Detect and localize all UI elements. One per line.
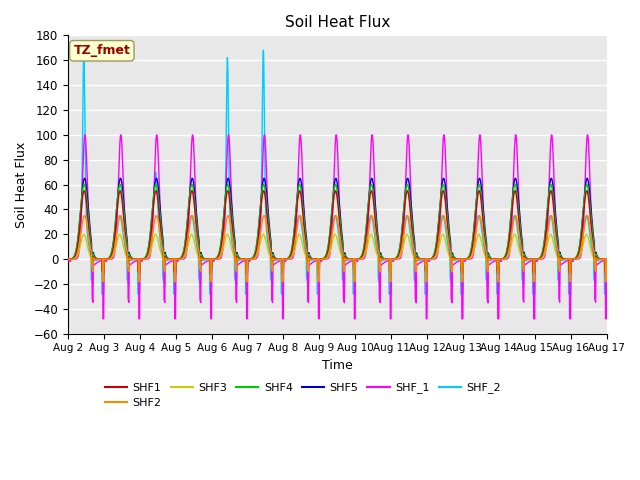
SHF2 [215, 255, 223, 261]
SHF4 [493, 266, 501, 272]
SHF3 [365, 237, 372, 242]
SHF3 [494, 263, 502, 268]
SHF3 [278, 263, 285, 268]
SHF3 [214, 256, 222, 262]
Line: SHF1: SHF1 [68, 191, 607, 272]
Line: SHF_1: SHF_1 [68, 135, 607, 319]
SHF2 [353, 256, 361, 262]
SHF_1 [64, 258, 72, 264]
SHF_2 [570, 256, 578, 262]
SHF4 [603, 256, 611, 262]
SHF3 [556, 259, 563, 265]
SHF4 [511, 181, 519, 187]
SHF5 [365, 195, 372, 201]
SHF_2 [259, 48, 267, 53]
SHF_2 [353, 256, 361, 262]
Title: Soil Heat Flux: Soil Heat Flux [285, 15, 390, 30]
X-axis label: Time: Time [322, 359, 353, 372]
SHF_2 [603, 257, 611, 263]
SHF_2 [365, 222, 372, 228]
SHF4 [365, 201, 372, 207]
SHF4 [565, 266, 573, 272]
SHF_1 [494, 316, 502, 322]
SHF1 [529, 269, 537, 275]
Line: SHF3: SHF3 [68, 234, 607, 265]
SHF5 [494, 271, 502, 277]
SHF1 [214, 254, 222, 260]
SHF_1 [603, 258, 611, 264]
SHF_1 [570, 256, 578, 262]
SHF_2 [64, 257, 72, 263]
SHF5 [243, 271, 250, 277]
SHF5 [214, 252, 222, 258]
SHF4 [570, 256, 578, 262]
SHF2 [188, 213, 196, 218]
SHF_2 [494, 291, 502, 297]
SHF4 [214, 252, 222, 258]
Legend: SHF1, SHF2, SHF3, SHF4, SHF5, SHF_1, SHF_2: SHF1, SHF2, SHF3, SHF4, SHF5, SHF_1, SHF… [100, 378, 506, 412]
SHF2 [494, 278, 502, 284]
SHF_1 [556, 298, 563, 304]
SHF1 [556, 260, 563, 266]
SHF1 [365, 209, 372, 215]
SHF_2 [278, 291, 285, 297]
Y-axis label: Soil Heat Flux: Soil Heat Flux [15, 142, 28, 228]
SHF_2 [214, 255, 222, 261]
Line: SHF4: SHF4 [68, 184, 607, 269]
SHF1 [353, 256, 360, 262]
SHF2 [206, 279, 214, 285]
SHF5 [353, 256, 361, 262]
SHF1 [493, 269, 501, 275]
SHF5 [570, 256, 578, 262]
SHF2 [570, 256, 578, 262]
SHF2 [365, 225, 372, 231]
SHF4 [353, 256, 360, 262]
SHF5 [188, 176, 196, 181]
SHF1 [603, 256, 611, 262]
SHF5 [64, 256, 72, 262]
SHF1 [64, 256, 72, 262]
SHF5 [603, 256, 611, 262]
SHF2 [603, 256, 611, 262]
SHF_1 [365, 216, 372, 222]
SHF3 [259, 231, 267, 237]
Line: SHF5: SHF5 [68, 179, 607, 274]
SHF1 [570, 256, 578, 262]
SHF3 [603, 256, 611, 262]
SHF4 [556, 254, 563, 260]
SHF2 [64, 256, 72, 262]
SHF3 [353, 256, 361, 262]
SHF_1 [458, 316, 466, 322]
SHF5 [556, 256, 563, 262]
Line: SHF2: SHF2 [68, 216, 607, 282]
Line: SHF_2: SHF_2 [68, 50, 607, 294]
SHF3 [570, 256, 578, 262]
SHF4 [64, 256, 72, 262]
SHF2 [556, 268, 563, 274]
SHF_1 [214, 256, 222, 262]
SHF_2 [556, 281, 563, 287]
SHF1 [511, 188, 519, 193]
SHF3 [64, 256, 72, 262]
SHF_1 [440, 132, 448, 138]
Text: TZ_fmet: TZ_fmet [74, 44, 131, 57]
SHF_1 [353, 258, 360, 264]
